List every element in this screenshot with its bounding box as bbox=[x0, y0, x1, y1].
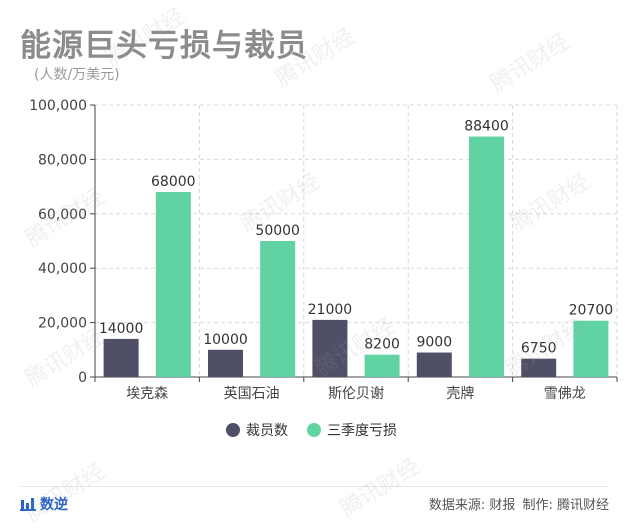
bar bbox=[312, 319, 348, 377]
data-label: 10000 bbox=[203, 332, 248, 348]
bar-chart-icon bbox=[20, 498, 36, 511]
y-tick-label: 20,000 bbox=[38, 316, 87, 332]
y-tick-label: 0 bbox=[78, 370, 87, 386]
x-tick-label: 雪佛龙 bbox=[544, 386, 586, 402]
y-tick-label: 80,000 bbox=[38, 152, 87, 168]
legend-label: 裁员数 bbox=[246, 423, 288, 439]
x-tick-label: 埃克森 bbox=[126, 386, 168, 402]
bar bbox=[469, 136, 504, 377]
data-label: 6750 bbox=[521, 341, 557, 357]
bar bbox=[416, 352, 452, 377]
maker-label: 制作: 腾讯财经 bbox=[522, 498, 609, 513]
data-label: 14000 bbox=[99, 321, 144, 337]
data-label: 88400 bbox=[464, 119, 509, 135]
source-note: 数据来源: 财报 制作: 腾讯财经 bbox=[426, 494, 609, 513]
y-tick-label: 60,000 bbox=[38, 207, 87, 223]
legend-marker bbox=[226, 423, 240, 437]
data-label: 9000 bbox=[416, 335, 452, 351]
chart-title: 能源巨头亏损与裁员 bbox=[20, 28, 308, 64]
data-label: 68000 bbox=[151, 174, 196, 190]
data-label: 8200 bbox=[364, 337, 400, 353]
bar bbox=[521, 358, 557, 377]
bar bbox=[208, 349, 243, 377]
bar bbox=[260, 241, 296, 377]
brand-logo: 数逆 bbox=[20, 494, 68, 514]
y-tick-label: 100,000 bbox=[29, 98, 87, 114]
bar bbox=[155, 192, 191, 377]
brand-name: 数逆 bbox=[40, 497, 68, 513]
footer-divider bbox=[20, 486, 609, 487]
bar bbox=[364, 354, 400, 377]
x-tick-label: 斯伦贝谢 bbox=[328, 386, 384, 402]
legend-marker bbox=[307, 423, 321, 437]
data-label: 20700 bbox=[569, 303, 614, 319]
data-label: 21000 bbox=[308, 302, 353, 318]
chart-unit: (人数/万美元) bbox=[34, 67, 120, 83]
source-label: 数据来源: 财报 bbox=[428, 498, 516, 513]
legend-label: 三季度亏损 bbox=[327, 423, 397, 439]
bar bbox=[103, 338, 139, 377]
data-label: 50000 bbox=[255, 223, 300, 239]
x-tick-label: 英国石油 bbox=[224, 385, 280, 402]
y-tick-label: 40,000 bbox=[38, 261, 87, 277]
bar bbox=[573, 320, 609, 377]
x-tick-label: 壳牌 bbox=[446, 385, 474, 402]
